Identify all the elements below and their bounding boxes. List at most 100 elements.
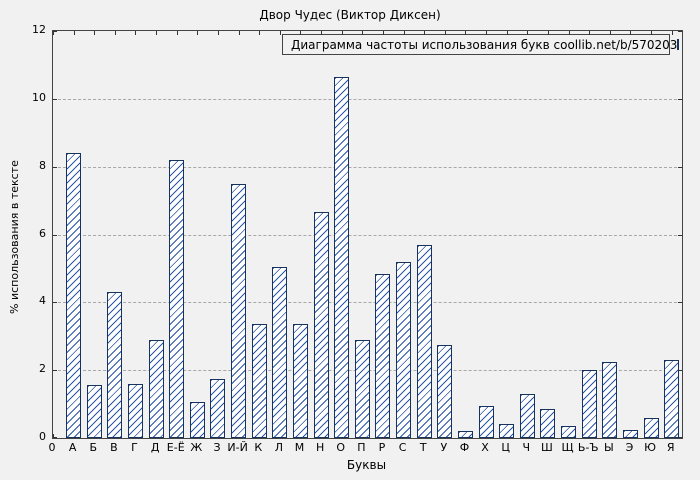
y-tick-label: 4 [39,294,46,308]
x-tick-label: Я [666,441,675,454]
bar-Ю [643,417,659,438]
x-tick-label: О [336,441,346,454]
bar-В [107,292,123,438]
bar-Е-Ё [169,159,185,438]
x-tick-mark [568,31,570,35]
x-tick-mark [486,31,488,35]
legend-swatch [677,39,680,50]
gridline [53,98,682,100]
x-tick-label: В [110,441,118,454]
x-tick-label: К [254,441,263,454]
y-tick-mark [53,31,57,32]
x-tick-mark [589,31,591,35]
x-tick-mark [114,31,116,35]
x-tick-mark [444,31,446,35]
bar-Ш [540,409,556,438]
x-tick-label: Л [274,441,283,454]
bar-Р [375,273,391,438]
x-tick-label: Р [378,441,386,454]
bar-С [396,261,412,438]
x-tick-mark [321,31,323,35]
bar-У [437,344,453,438]
y-tick-mark [53,98,57,100]
y-tick-label: 10 [32,90,46,104]
y-tick-mark [53,234,57,236]
chart-title: Двор Чудес (Виктор Диксен) [259,8,441,22]
plot-area: Диаграмма частоты использования букв coo… [52,30,683,439]
y-tick-mark [678,234,682,236]
y-tick-label: 2 [39,362,46,376]
bar-Г [127,383,143,438]
x-tick-label: Ы [603,441,614,454]
y-tick-mark [678,437,682,438]
x-tick-label: У [440,441,448,454]
y-tick-mark [53,302,57,304]
x-tick-label: З [213,441,221,454]
y-tick-label: 12 [32,23,46,36]
bar-Ч [519,393,535,438]
bar-М [292,324,308,438]
x-tick-mark [259,31,261,35]
bar-З [210,378,226,438]
x-tick-mark [382,31,384,35]
gridline [53,234,682,236]
y-tick-label: 6 [39,226,46,240]
x-tick-label: Ф [459,441,470,454]
x-tick-label: Х [481,441,489,454]
bar-Ж [189,402,205,438]
x-tick-label: Г [131,441,138,454]
bar-Я [664,360,680,438]
x-tick-mark [527,31,529,35]
x-tick-mark [651,31,653,35]
x-tick-label: Е-Ё [166,441,185,454]
bar-Ы [602,361,618,438]
x-tick-mark [506,31,508,35]
bar-К [251,324,267,438]
y-tick-label: 8 [39,158,46,172]
x-tick-mark [424,31,426,35]
y-tick-mark [678,166,682,168]
x-tick-label: Д [150,441,160,454]
x-tick-mark [630,31,632,35]
x-tick-label: Н [315,441,325,454]
x-tick-mark [547,31,549,35]
x-tick-label: П [357,441,366,454]
x-tick-label: Ш [541,441,553,454]
x-tick-mark [465,31,467,35]
x-tick-mark [300,31,302,35]
bar-Н [313,212,329,438]
bar-Ф [457,431,473,438]
bar-П [354,339,370,438]
x-tick-label: Т [419,441,427,454]
bar-О [334,76,350,438]
x-tick-mark [53,31,54,35]
x-tick-mark [73,31,75,35]
bar-Х [478,405,494,438]
x-tick-label: А [68,441,77,454]
x-tick-mark [176,31,178,35]
x-tick-mark [53,434,54,438]
bar-Л [272,266,288,438]
bar-Э [622,429,638,438]
x-tick-mark [671,31,673,35]
bar-Щ [561,426,577,438]
x-tick-label: Ч [522,441,531,454]
bar-Б [86,385,102,438]
gridline [53,166,682,168]
x-tick-mark [197,31,199,35]
x-tick-label: Щ [561,441,574,454]
x-tick-label: Ь-Ъ [577,441,599,454]
bar-Д [148,339,164,438]
x-tick-mark [609,31,611,35]
x-tick-mark [403,31,405,35]
y-tick-mark [53,437,57,438]
y-tick-mark [678,31,682,32]
x-tick-mark [362,31,364,35]
bar-Ь-Ъ [581,370,597,438]
y-tick-mark [53,370,57,372]
bar-Т [416,244,432,438]
x-tick-label: Э [625,441,634,454]
x-tick-label: М [294,441,305,454]
x-tick-label: Ю [644,441,656,454]
x-tick-mark [238,31,240,35]
